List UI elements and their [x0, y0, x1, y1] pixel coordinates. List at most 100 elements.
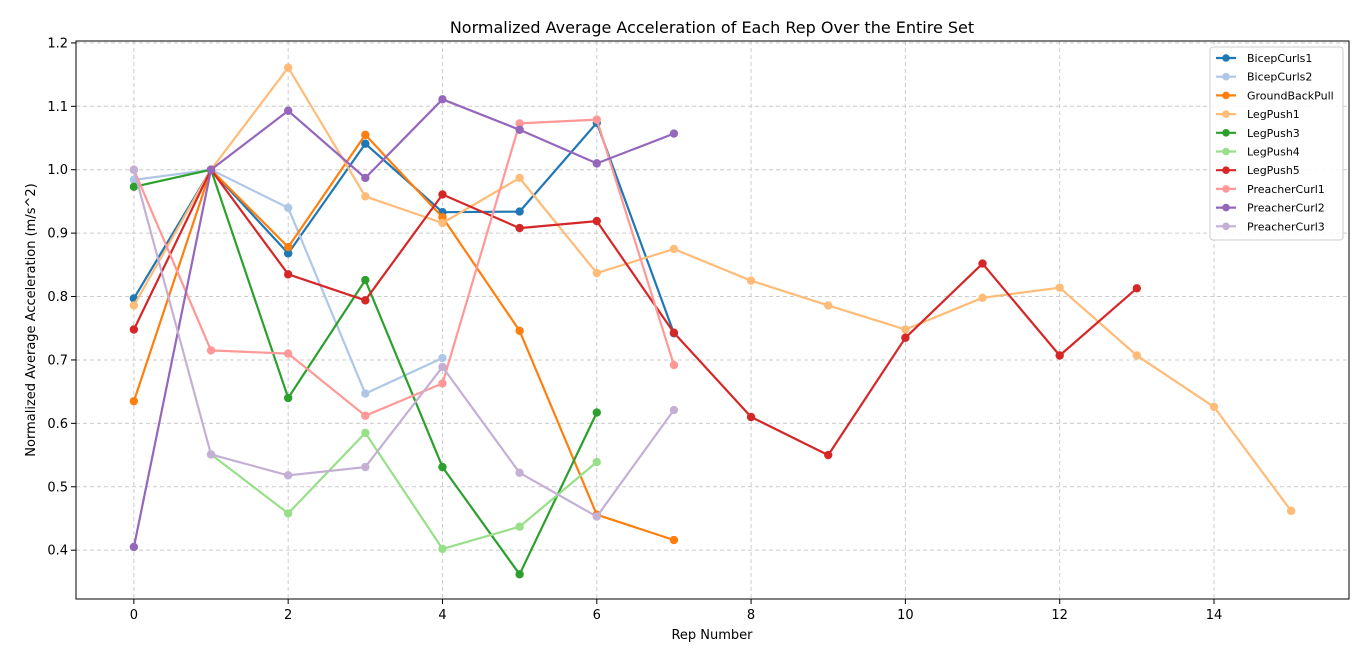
legend-label: PreacherCurl3 — [1247, 220, 1325, 233]
data-point-preachercurl2 — [361, 173, 370, 183]
x-axis-label: Rep Number — [671, 628, 753, 643]
legend-label: LegPush4 — [1247, 146, 1300, 159]
data-point-legpush4 — [283, 509, 293, 518]
data-point-preachercurl2 — [515, 125, 524, 134]
x-tick-label: 6 — [593, 608, 601, 623]
data-point-preachercurl1 — [438, 379, 447, 388]
y-tick-label: 1.0 — [47, 163, 68, 178]
data-point-preachercurl2 — [283, 106, 293, 115]
legend-label: LegPush5 — [1247, 164, 1300, 177]
x-tick-label: 4 — [438, 608, 446, 623]
data-point-bicepcurls1 — [515, 207, 524, 216]
data-point-preachercurl3 — [438, 362, 447, 372]
data-point-legpush5 — [361, 296, 370, 305]
data-point-legpush1 — [1132, 351, 1142, 360]
data-point-legpush3 — [515, 570, 524, 579]
data-point-legpush4 — [592, 457, 601, 467]
x-tick-label: 8 — [747, 608, 755, 623]
data-point-preachercurl3 — [361, 462, 370, 472]
data-point-legpush1 — [746, 276, 756, 285]
data-point-groundbackpull — [361, 130, 370, 140]
data-point-groundbackpull — [515, 326, 524, 335]
data-point-legpush1 — [1209, 402, 1219, 412]
data-point-legpush4 — [515, 522, 524, 531]
data-point-bicepcurls2 — [438, 353, 447, 363]
y-tick-label: 0.6 — [47, 417, 68, 432]
x-tick-label: 2 — [284, 608, 292, 623]
data-point-legpush3 — [129, 182, 139, 192]
data-point-legpush5 — [1132, 284, 1142, 293]
x-tick-label: 12 — [1051, 608, 1068, 623]
data-point-legpush1 — [592, 268, 601, 278]
legend-marker — [1222, 166, 1230, 174]
data-point-preachercurl3 — [129, 165, 139, 174]
data-point-legpush3 — [361, 275, 370, 285]
y-tick-label: 0.9 — [47, 227, 68, 242]
data-point-legpush1 — [824, 301, 833, 310]
grid-lines — [76, 41, 1349, 599]
data-point-legpush1 — [515, 173, 524, 183]
legend-label: LegPush1 — [1247, 108, 1300, 121]
legend-marker — [1222, 185, 1230, 193]
y-tick-label: 0.4 — [47, 544, 68, 559]
data-point-legpush5 — [438, 190, 447, 199]
series-line-preachercurl2 — [132, 98, 675, 548]
data-point-preachercurl3 — [669, 405, 679, 415]
legend-box — [1209, 46, 1344, 241]
series-layer — [129, 63, 1296, 579]
legend-label: LegPush3 — [1247, 127, 1300, 140]
data-point-preachercurl1 — [515, 119, 524, 128]
data-point-legpush4 — [361, 428, 370, 438]
series-line-legpush4 — [210, 431, 598, 551]
data-point-legpush3 — [283, 393, 293, 403]
axes: 0 2 4 6 8 10 12 14 0.4 0.5 0.6 0.7 0.8 0.9 1.0 1.1 1.2 — [47, 36, 1222, 623]
data-point-preachercurl3 — [592, 512, 601, 521]
legend-label: BicepCurls1 — [1247, 52, 1312, 65]
series-line-preachercurl3 — [132, 169, 675, 518]
data-point-legpush5 — [515, 223, 524, 233]
legend-label: BicepCurls2 — [1247, 71, 1312, 84]
data-point-preachercurl1 — [669, 360, 679, 370]
data-point-legpush5 — [129, 325, 139, 334]
data-point-preachercurl3 — [206, 450, 216, 459]
y-axis-label: Normalized Average Acceleration (m/s^2) — [24, 183, 39, 456]
data-point-legpush5 — [978, 259, 987, 268]
y-tick-label: 0.8 — [47, 290, 68, 305]
data-point-preachercurl2 — [438, 95, 447, 104]
y-tick-label: 1.1 — [47, 100, 68, 115]
y-tick-label: 0.7 — [47, 353, 68, 368]
legend-marker — [1222, 203, 1230, 212]
x-tick-label: 0 — [130, 608, 138, 623]
legend-marker — [1222, 222, 1230, 231]
data-point-legpush5 — [1055, 351, 1064, 360]
series-line-legpush5 — [132, 168, 1138, 457]
series-line-preachercurl1 — [132, 118, 675, 417]
legend-marker — [1222, 72, 1230, 81]
data-point-legpush1 — [283, 63, 293, 72]
data-point-legpush1 — [361, 192, 370, 201]
data-point-preachercurl1 — [592, 115, 601, 124]
data-point-legpush5 — [283, 270, 293, 279]
y-tick-label: 1.2 — [47, 36, 68, 51]
data-point-bicepcurls1 — [283, 249, 293, 258]
data-point-groundbackpull — [283, 242, 293, 252]
x-tick-label: 10 — [897, 608, 914, 623]
data-point-legpush5 — [746, 412, 756, 422]
data-point-legpush1 — [1055, 283, 1064, 292]
legend-marker — [1222, 147, 1230, 156]
data-point-preachercurl1 — [206, 346, 216, 355]
legend-marker — [1222, 110, 1230, 118]
data-point-legpush1 — [438, 218, 447, 228]
legend-marker — [1222, 91, 1230, 100]
data-point-bicepcurls1 — [361, 139, 370, 148]
data-point-legpush5 — [901, 333, 910, 342]
legend-label: GroundBackPull — [1247, 89, 1334, 102]
data-point-groundbackpull — [129, 396, 139, 406]
data-point-bicepcurls2 — [283, 203, 293, 212]
data-point-preachercurl1 — [283, 349, 293, 358]
legend-label: PreacherCurl1 — [1247, 183, 1325, 196]
data-point-legpush3 — [592, 408, 601, 417]
data-point-legpush1 — [129, 301, 139, 310]
data-point-preachercurl2 — [592, 159, 601, 168]
